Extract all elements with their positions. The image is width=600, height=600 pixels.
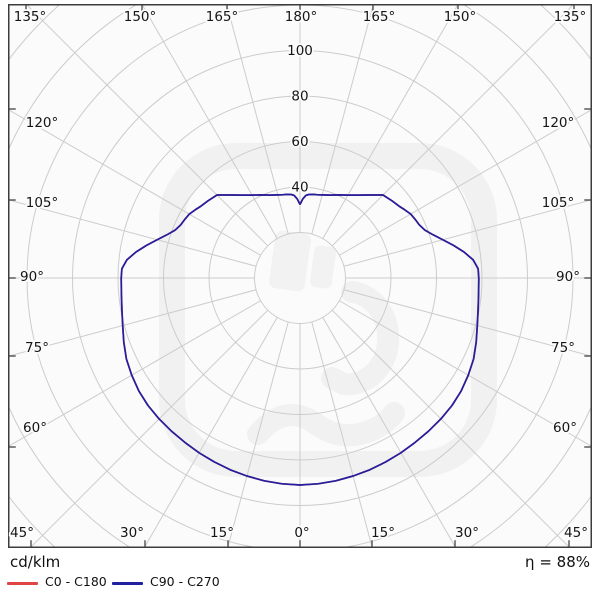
angle-label-left: 75° bbox=[25, 340, 49, 356]
grid-spoke bbox=[322, 5, 458, 239]
polar-grid bbox=[9, 5, 591, 547]
grid-spoke bbox=[311, 5, 374, 235]
angle-label-bottom: 45° bbox=[10, 525, 34, 541]
angle-label-top: 135° bbox=[554, 9, 587, 25]
radial-tick-label: 80 bbox=[291, 89, 308, 105]
angle-label-bottom: 15° bbox=[210, 525, 234, 541]
grid-spoke bbox=[9, 109, 261, 256]
angle-label-right: 105° bbox=[542, 195, 575, 211]
grid-spoke bbox=[339, 300, 591, 447]
grid-spoke bbox=[142, 5, 278, 239]
angle-label-bottom: 15° bbox=[371, 525, 395, 541]
curve-c90-c270 bbox=[120, 193, 480, 486]
angle-label-left: 105° bbox=[26, 195, 59, 211]
angle-label-bottom: 0° bbox=[294, 525, 309, 541]
grid-spoke bbox=[9, 300, 261, 447]
radial-tick-label: 100 bbox=[287, 43, 313, 59]
axis-labels: 135° 150° 165° 180° 165° 150° 135° 45° 30° 15° 0° 1… bbox=[8, 7, 589, 543]
border-ticks bbox=[8, 4, 592, 548]
grid-spoke bbox=[227, 321, 289, 547]
angle-label-bottom: 30° bbox=[120, 525, 144, 541]
angle-label-top: 150° bbox=[124, 9, 157, 25]
legend-label-c0-c180: C0 - C180 bbox=[45, 574, 107, 589]
grid-spoke bbox=[343, 289, 591, 357]
polar-chart-canvas: 135° 150° 165° 180° 165° 150° 135° 45° 30° 15° 0° 1… bbox=[8, 4, 592, 548]
grid-spoke bbox=[322, 317, 456, 547]
grid-spoke bbox=[9, 289, 257, 357]
angle-label-top: 180° bbox=[285, 9, 318, 25]
angle-label-right: 120° bbox=[542, 115, 575, 131]
angle-label-top: 135° bbox=[14, 9, 47, 25]
angle-label-bottom: 45° bbox=[564, 525, 588, 541]
units-label: cd/klm bbox=[10, 553, 61, 571]
grid-spoke bbox=[339, 109, 591, 256]
angle-label-top: 150° bbox=[444, 9, 477, 25]
grid-spoke bbox=[30, 309, 269, 547]
angle-label-right: 75° bbox=[551, 340, 575, 356]
grid-spoke bbox=[226, 5, 289, 235]
watermark-bar bbox=[269, 230, 311, 292]
angle-label-top: 165° bbox=[206, 9, 239, 25]
grid-spoke bbox=[144, 317, 278, 547]
grid-spoke bbox=[343, 199, 591, 267]
watermark-ring bbox=[159, 143, 497, 477]
watermark-hook bbox=[321, 281, 400, 396]
legend-line-c0-c180 bbox=[7, 582, 38, 585]
angle-label-bottom: 30° bbox=[455, 525, 479, 541]
angle-label-left: 60° bbox=[23, 420, 47, 436]
radial-tick-label: 60 bbox=[291, 134, 308, 150]
angle-label-right: 60° bbox=[553, 420, 577, 436]
angle-label-left: 120° bbox=[26, 115, 59, 131]
watermark-logo bbox=[159, 143, 497, 477]
angle-label-right: 90° bbox=[556, 269, 580, 285]
grid-spoke bbox=[311, 321, 373, 547]
grid-spoke bbox=[9, 199, 257, 267]
grid-spoke bbox=[26, 5, 269, 247]
angle-label-top: 165° bbox=[363, 9, 396, 25]
watermark-bar bbox=[309, 245, 337, 289]
radial-tick-label: 40 bbox=[291, 180, 308, 196]
legend-line-c90-c270 bbox=[112, 582, 143, 585]
angle-label-left: 90° bbox=[20, 269, 44, 285]
legend-label-c90-c270: C90 - C270 bbox=[150, 574, 220, 589]
grid-spoke bbox=[331, 309, 570, 547]
efficiency-value: η = 88% bbox=[525, 553, 590, 571]
grid-spoke bbox=[331, 5, 574, 247]
